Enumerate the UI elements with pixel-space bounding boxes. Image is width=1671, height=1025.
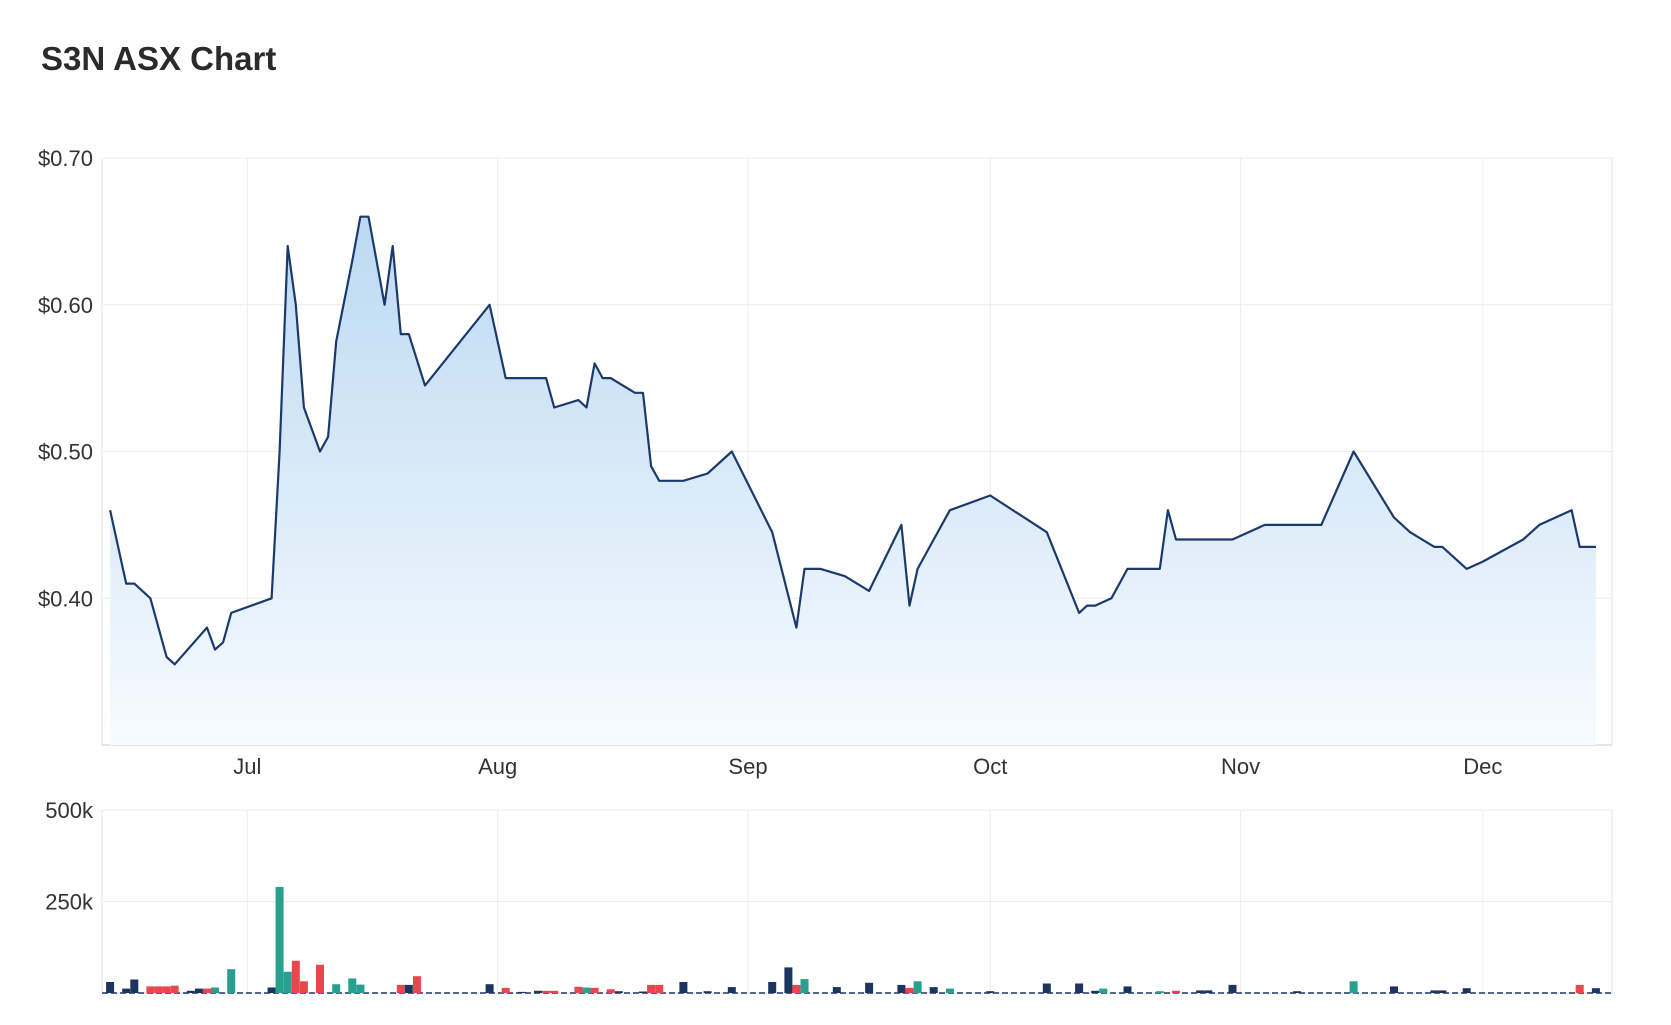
volume-bar xyxy=(316,964,324,993)
volume-bar xyxy=(227,969,236,993)
volume-y-tick-label: 250k xyxy=(45,890,94,915)
volume-bar xyxy=(800,979,809,993)
volume-bar xyxy=(865,982,874,993)
volume-bar xyxy=(1123,986,1132,993)
volume-bar xyxy=(590,987,599,993)
volume-bar xyxy=(1575,984,1584,993)
volume-bar xyxy=(356,984,365,993)
volume-bar xyxy=(582,987,591,993)
volume-bar xyxy=(203,988,211,993)
volume-bar xyxy=(170,985,179,993)
volume-bar xyxy=(905,987,914,993)
volume-bar xyxy=(647,984,656,993)
volume-bar xyxy=(1293,991,1302,993)
volume-bar xyxy=(130,979,139,993)
volume-bar xyxy=(485,984,494,993)
volume-bar xyxy=(768,982,777,993)
volume-bar xyxy=(275,886,284,993)
volume-bar xyxy=(550,990,559,993)
volume-bar xyxy=(154,986,163,993)
volume-bar xyxy=(267,987,276,993)
volume-bar xyxy=(1204,990,1213,993)
volume-bar xyxy=(945,988,954,993)
volume-bar xyxy=(1349,981,1358,993)
volume-bar xyxy=(1390,986,1398,993)
volume-bar xyxy=(1099,988,1108,993)
volume-bar xyxy=(1155,991,1164,993)
volume-bar xyxy=(574,986,583,993)
x-tick-label: Nov xyxy=(1221,754,1260,779)
volume-bar xyxy=(332,984,341,993)
volume-bar xyxy=(283,971,292,993)
price-area-fill xyxy=(110,216,1596,745)
volume-y-tick-label: 500k xyxy=(45,798,94,823)
volume-bar xyxy=(291,960,300,993)
volume-bar xyxy=(194,988,203,993)
x-tick-label: Oct xyxy=(973,754,1007,779)
volume-bar xyxy=(348,978,357,993)
volume-bar xyxy=(784,967,793,993)
volume-bar xyxy=(211,987,219,993)
volume-bar xyxy=(396,984,405,993)
volume-bar xyxy=(106,982,115,993)
volume-bar xyxy=(534,990,542,993)
price-area-layer xyxy=(109,215,1596,745)
volume-bar xyxy=(162,986,171,993)
volume-bar xyxy=(517,991,526,993)
volume-bar xyxy=(299,981,308,993)
volume-bar xyxy=(832,987,841,993)
x-tick-label: Aug xyxy=(478,754,517,779)
x-tick-label: Jul xyxy=(233,754,261,779)
price-y-tick-label: $0.60 xyxy=(38,293,93,318)
volume-bar xyxy=(1172,990,1180,993)
price-y-tick-label: $0.50 xyxy=(38,440,93,465)
volume-bar xyxy=(1075,983,1084,993)
volume-bar xyxy=(146,986,155,993)
price-y-tick-label: $0.70 xyxy=(38,146,93,171)
price-y-tick-label: $0.40 xyxy=(38,586,93,611)
volume-bar xyxy=(1091,990,1100,993)
volume-bar xyxy=(913,981,922,993)
volume-bar xyxy=(606,989,615,993)
volume-bar xyxy=(186,990,195,993)
volume-bar xyxy=(986,991,995,993)
volume-bar xyxy=(703,991,712,993)
volume-bar xyxy=(614,991,623,993)
chart-title: S3N ASX Chart xyxy=(41,40,277,77)
volume-bar xyxy=(122,988,131,993)
volume-bar xyxy=(1438,990,1447,993)
volume-bar xyxy=(897,984,906,993)
volume-bars-layer xyxy=(106,886,1600,993)
volume-bar xyxy=(1591,988,1600,993)
volume-bar xyxy=(542,990,551,993)
volume-bar xyxy=(412,976,421,993)
volume-bar xyxy=(1196,990,1205,993)
volume-grid xyxy=(101,809,1613,994)
volume-bar xyxy=(1042,983,1051,993)
volume-bar xyxy=(501,987,510,993)
volume-bar xyxy=(679,982,688,993)
volume-bar xyxy=(929,987,938,993)
x-tick-label: Sep xyxy=(728,754,767,779)
price-line xyxy=(109,215,1596,666)
volume-bar xyxy=(792,984,801,993)
volume-bar xyxy=(1228,984,1237,993)
volume-bar xyxy=(639,991,647,993)
x-tick-label: Dec xyxy=(1463,754,1502,779)
volume-bar xyxy=(655,984,664,993)
volume-bar xyxy=(1462,988,1471,993)
price-axis: $0.70 $0.60 $0.50 $0.40 Jul Aug Sep Oct Nov Dec xyxy=(38,146,1502,779)
volume-bar xyxy=(727,987,736,993)
volume-bar xyxy=(1430,990,1439,993)
volume-bar xyxy=(404,984,413,993)
volume-axis: 500k 250k xyxy=(45,798,94,915)
